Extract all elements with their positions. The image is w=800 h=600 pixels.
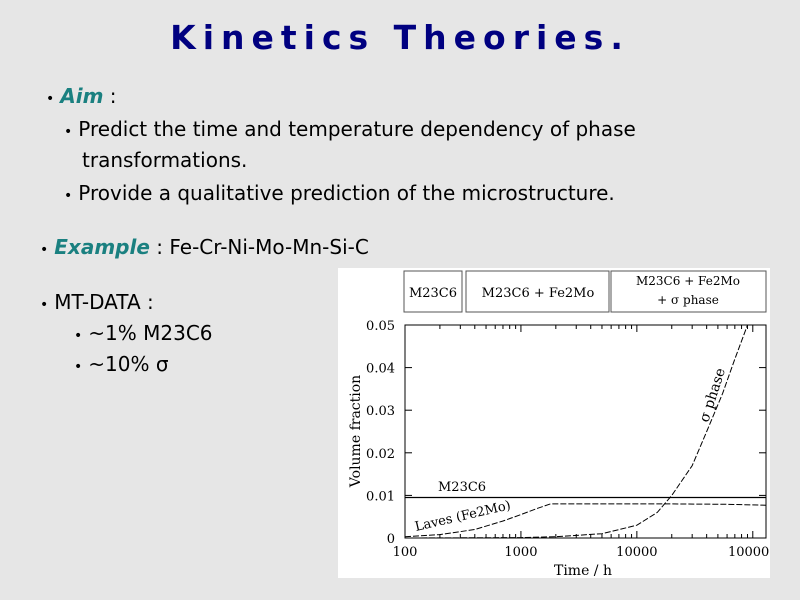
aim-item-2: • Provide a qualitative prediction of the… (64, 181, 615, 205)
mtdata-item-2: • ~10% σ (74, 352, 169, 376)
aim-item-1-cont: transformations. (82, 148, 248, 172)
mtdata-item-1: • ~1% M23C6 (74, 321, 213, 345)
laves-line (404, 503, 767, 538)
slide-title: Kinetics Theories. (170, 18, 630, 57)
phase-box-2 (465, 270, 610, 313)
x-tick-label: 10000 (616, 545, 657, 560)
example-bullet: • Example : Fe-Cr-Ni-Mo-Mn-Si-C (40, 235, 369, 259)
phase-box-3 (610, 270, 767, 313)
phase-region-3-line1: M23C6 + Fe2Mo (636, 274, 740, 288)
sigma-line (404, 324, 748, 539)
y-tick-label: 0 (387, 532, 395, 547)
mtdata-label: MT-DATA : (54, 290, 154, 314)
x-axis-label: Time / h (554, 563, 612, 578)
phase-region-1: M23C6 (409, 286, 457, 301)
series-label-laves: Laves (Fe2Mo) (414, 498, 513, 535)
example-label: Example (54, 235, 150, 259)
plot-frame (404, 324, 767, 539)
mtdata-item-text: ~10% σ (88, 352, 169, 376)
aim-bullet: • Aim : (46, 84, 117, 108)
phase-region-3-line2: + σ phase (657, 293, 719, 307)
series-label-m23c6: M23C6 (438, 480, 486, 495)
aim-sep: : (103, 84, 117, 108)
phase-region-2: M23C6 + Fe2Mo (482, 286, 595, 301)
y-axis-label: Volume fraction (348, 375, 364, 488)
x-tick-label: 1000 (504, 545, 537, 560)
series-label-sigma: σ phase (697, 366, 729, 424)
x-tick-label: 100 (393, 545, 418, 560)
y-tick-label: 0.04 (366, 362, 395, 377)
example-text: : Fe-Cr-Ni-Mo-Mn-Si-C (149, 235, 369, 259)
y-tick-label: 0.02 (366, 447, 395, 462)
aim-item-text: Predict the time and temperature depende… (78, 117, 636, 141)
mtdata-item-text: ~1% M23C6 (88, 321, 213, 345)
aim-item-1: • Predict the time and temperature depend… (64, 117, 636, 141)
volume-fraction-chart: M23C6 M23C6 + Fe2Mo M23C6 + Fe2Mo + σ ph… (338, 268, 778, 579)
phase-region-boxes: M23C6 M23C6 + Fe2Mo M23C6 + Fe2Mo + σ ph… (403, 270, 767, 313)
y-tick-label: 0.01 (366, 489, 395, 504)
phase-box-1 (403, 270, 463, 313)
aim-label: Aim (60, 84, 104, 108)
y-tick-label: 0.05 (366, 319, 395, 334)
y-tick-label: 0.03 (366, 404, 395, 419)
mtdata-bullet: • MT-DATA : (40, 290, 154, 314)
aim-item-text: Provide a qualitative prediction of the … (78, 181, 615, 205)
